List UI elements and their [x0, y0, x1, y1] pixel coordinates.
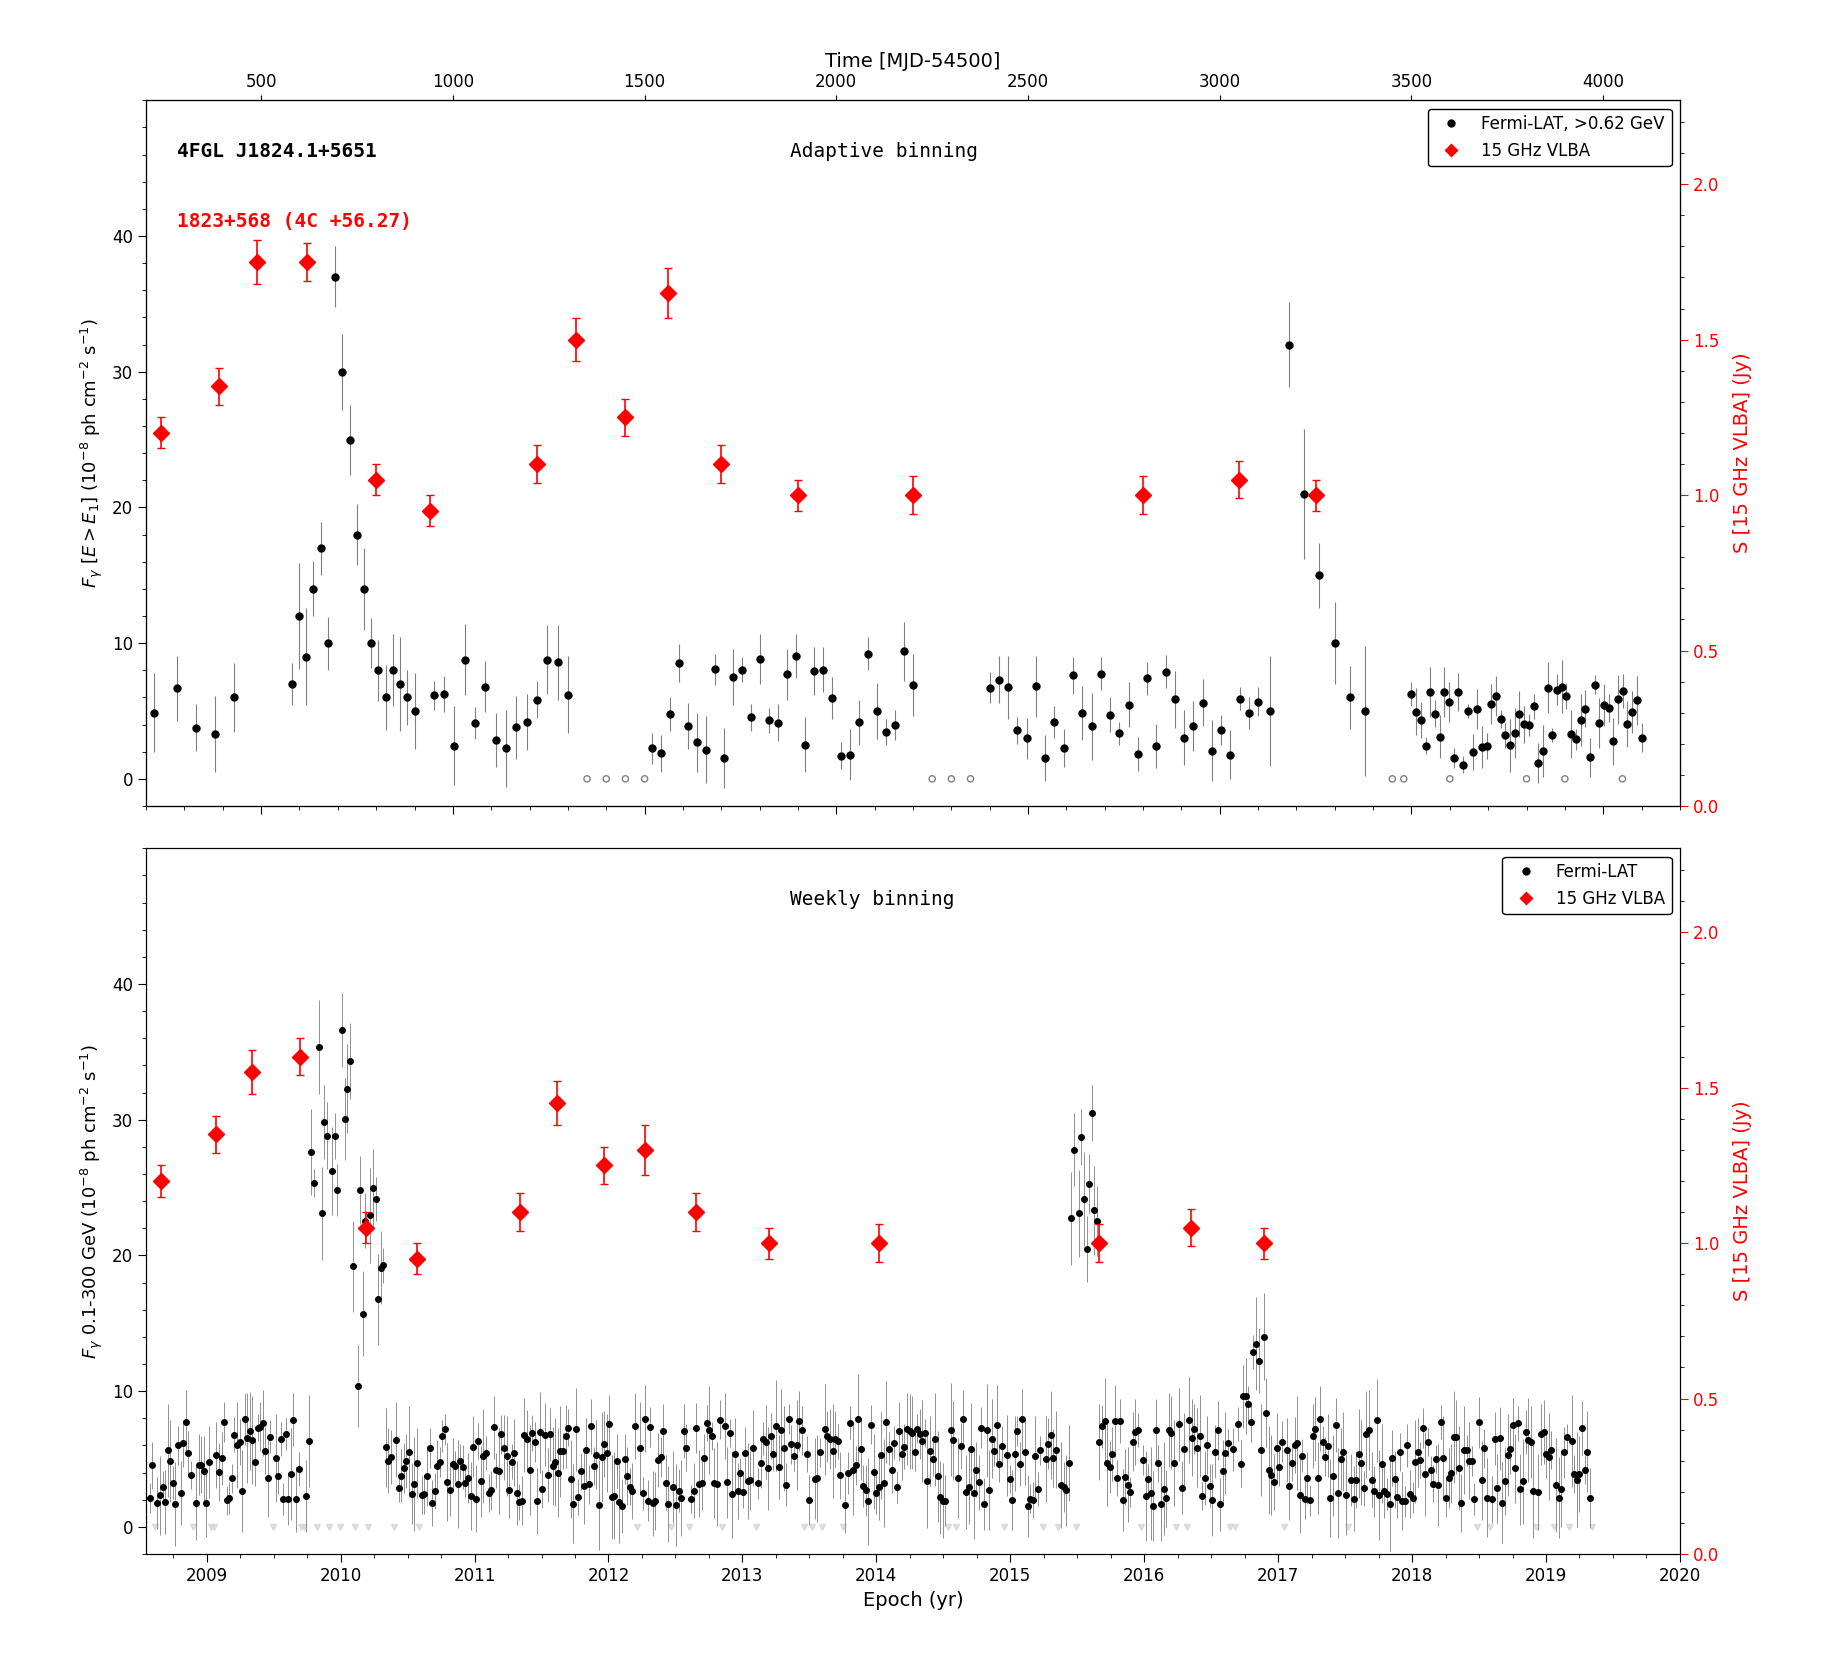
Text: Weekly binning: Weekly binning	[791, 889, 955, 909]
X-axis label: Time [MJD-54500]: Time [MJD-54500]	[825, 52, 1001, 70]
Point	[592, 765, 621, 792]
Text: 1823+568 (4C +56.27): 1823+568 (4C +56.27)	[177, 212, 411, 231]
Point	[610, 765, 641, 792]
Point	[1550, 765, 1579, 792]
Point	[1435, 765, 1464, 792]
Y-axis label: S [15 GHz VLBA] (Jy): S [15 GHz VLBA] (Jy)	[1733, 353, 1753, 553]
Text: 4FGL J1824.1+5651: 4FGL J1824.1+5651	[177, 142, 376, 160]
Point	[1390, 765, 1419, 792]
Point	[630, 765, 659, 792]
Point	[1377, 765, 1406, 792]
Point	[918, 765, 948, 792]
Point	[957, 765, 986, 792]
Point	[937, 765, 966, 792]
Point	[1512, 765, 1541, 792]
X-axis label: Epoch (yr): Epoch (yr)	[862, 1591, 964, 1609]
Text: Adaptive binning: Adaptive binning	[791, 142, 979, 160]
Legend: Fermi-LAT, 15 GHz VLBA: Fermi-LAT, 15 GHz VLBA	[1503, 857, 1671, 914]
Y-axis label: $F_\gamma\ 0.1$-$300\ \mathrm{GeV}\ (10^{-8}\ \mathrm{ph\ cm^{-2}\ s^{-1}})$: $F_\gamma\ 0.1$-$300\ \mathrm{GeV}\ (10^…	[79, 1044, 104, 1359]
Y-axis label: S [15 GHz VLBA] (Jy): S [15 GHz VLBA] (Jy)	[1733, 1101, 1753, 1302]
Point	[573, 765, 603, 792]
Legend: Fermi-LAT, >0.62 GeV, 15 GHz VLBA: Fermi-LAT, >0.62 GeV, 15 GHz VLBA	[1428, 109, 1671, 165]
Y-axis label: $F_\gamma\ [E>E_1]\ (10^{-8}\ \mathrm{ph\ cm^{-2}\ s^{-1}})$: $F_\gamma\ [E>E_1]\ (10^{-8}\ \mathrm{ph…	[79, 317, 104, 588]
Point	[1607, 765, 1636, 792]
